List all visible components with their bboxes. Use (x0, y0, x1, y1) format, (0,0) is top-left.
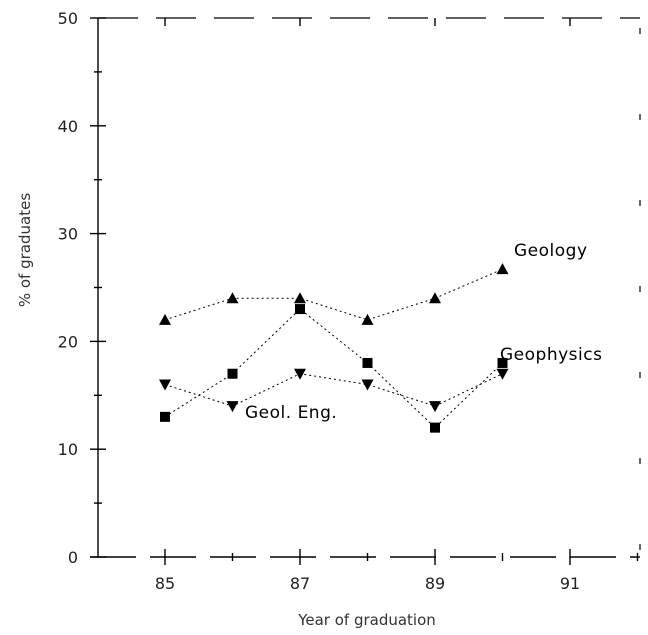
annotation-label: Geology (514, 241, 588, 261)
y-tick-label: 30 (58, 225, 78, 244)
x-tick-label: 91 (560, 574, 580, 593)
y-tick-label: 40 (58, 117, 78, 136)
data-point-geology (294, 292, 306, 304)
data-point-geology (226, 292, 239, 304)
x-tick-label: 85 (155, 574, 175, 593)
y-tick-label: 50 (58, 9, 78, 28)
series-line-geophysics (164, 308, 503, 429)
data-point-geology (361, 313, 374, 325)
data-point-geology (159, 313, 171, 325)
data-point-geophysics (430, 422, 440, 433)
y-tick-label: 20 (58, 332, 78, 351)
data-point-geol-eng (496, 368, 509, 380)
data-point-geophysics (295, 304, 305, 315)
x-tick-label: 89 (425, 574, 445, 593)
y-tick-label: 10 (58, 440, 78, 459)
data-point-geophysics (362, 357, 373, 368)
y-axis-title: % of graduates (16, 193, 34, 307)
series-lines (164, 268, 503, 429)
y-axis: 0 10 20 30 40 50 (58, 9, 106, 567)
data-point-geophysics (227, 368, 238, 379)
data-point-geol-eng (226, 401, 239, 413)
x-axis: 85 87 89 91 (155, 18, 639, 593)
data-point-geol-eng (294, 368, 306, 380)
data-point-geol-eng (429, 401, 441, 413)
data-point-geol-eng (361, 379, 374, 391)
x-tick-label: 87 (290, 574, 310, 593)
data-point-geophysics (497, 357, 508, 368)
annotation-label: Geol. Eng. (245, 403, 337, 423)
data-point-geol-eng (159, 379, 171, 391)
data-point-geology (429, 292, 441, 304)
plot-frame (90, 17, 641, 558)
y-tick-label: 0 (68, 548, 78, 567)
annotation-label: Geophysics (500, 345, 602, 365)
series-line-geology (164, 268, 503, 321)
series-markers (159, 263, 509, 433)
series-line-geol-eng (164, 373, 503, 407)
x-axis-title: Year of graduation (297, 611, 436, 629)
data-point-geophysics (160, 411, 170, 422)
data-point-geology (496, 263, 509, 275)
series-annotations: Geology Geophysics Geol. Eng. (245, 241, 602, 423)
